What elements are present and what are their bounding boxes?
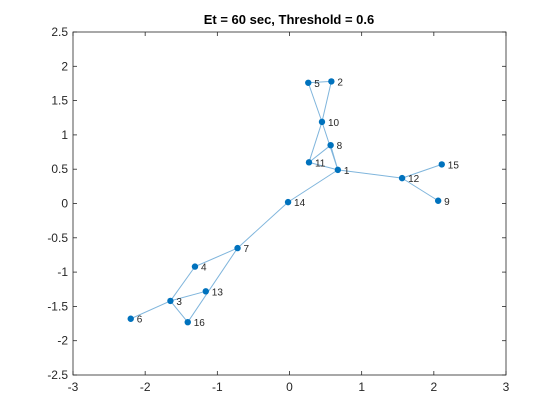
y-tick-label: 1.5 xyxy=(51,94,68,108)
node-15 xyxy=(438,161,445,168)
edge-14-7 xyxy=(237,201,289,249)
x-tick-label: 1 xyxy=(358,380,365,394)
node-label-9: 9 xyxy=(444,197,450,208)
x-tick-label: -2 xyxy=(140,380,151,394)
x-tick-label: -3 xyxy=(68,380,79,394)
node-label-3: 3 xyxy=(176,297,182,308)
node-5 xyxy=(305,79,312,86)
node-label-6: 6 xyxy=(137,315,143,326)
y-tick-label: -2.5 xyxy=(47,368,68,382)
y-tick-label: 0.5 xyxy=(51,162,68,176)
edge-11-8 xyxy=(308,144,331,163)
y-tick-label: -1 xyxy=(57,265,68,279)
node-label-1: 1 xyxy=(344,166,350,177)
x-axis: -3 -2 -1 0 1 2 3 xyxy=(68,32,510,394)
node-label-13: 13 xyxy=(212,287,224,298)
y-tick-label: 2.5 xyxy=(51,25,68,39)
edge-7-16 xyxy=(187,247,238,323)
edge-1-14 xyxy=(287,169,339,203)
node-1 xyxy=(334,166,342,174)
node-4 xyxy=(191,263,199,270)
node-label-8: 8 xyxy=(337,141,343,152)
node-label-11: 11 xyxy=(315,158,326,169)
y-tick-label: 1 xyxy=(61,128,68,142)
edge-2-10 xyxy=(321,81,332,122)
node-label-14: 14 xyxy=(294,198,306,209)
node-label-2: 2 xyxy=(337,77,343,88)
edge-8-1 xyxy=(330,145,339,171)
x-tick-label: 2 xyxy=(430,380,437,394)
edge-5-2 xyxy=(308,80,332,84)
edge-11-1 xyxy=(308,161,338,171)
y-tick-label: -2 xyxy=(57,334,68,348)
node-label-10: 10 xyxy=(328,118,340,129)
node-16 xyxy=(184,318,191,326)
node-11 xyxy=(305,159,313,166)
edge-3-13 xyxy=(170,290,206,302)
y-tick-label: 0 xyxy=(61,197,68,211)
node-13 xyxy=(202,288,209,295)
edge-10-11 xyxy=(308,121,323,163)
chart-title: Et = 60 sec, Threshold = 0.6 xyxy=(204,12,375,27)
node-7 xyxy=(234,244,241,252)
node-12 xyxy=(398,174,406,182)
node-label-15: 15 xyxy=(448,160,460,171)
node-10 xyxy=(318,118,326,126)
edge-12-15 xyxy=(401,163,442,179)
node-6 xyxy=(127,315,134,322)
y-tick-label: -1.5 xyxy=(47,299,68,313)
node-label-7: 7 xyxy=(244,244,250,255)
node-14 xyxy=(284,198,292,206)
nodes-layer xyxy=(127,78,445,326)
edge-3-6 xyxy=(130,300,171,320)
x-tick-label: -1 xyxy=(212,380,223,394)
edge-1-12 xyxy=(337,169,403,179)
y-tick-label: -0.5 xyxy=(47,231,68,245)
edge-5-10 xyxy=(307,82,323,123)
node-label-5: 5 xyxy=(314,79,320,90)
edge-7-4 xyxy=(194,247,238,268)
node-label-4: 4 xyxy=(201,263,207,274)
node-label-12: 12 xyxy=(408,174,420,185)
edge-12-9 xyxy=(401,177,439,202)
x-tick-label: 0 xyxy=(286,380,293,394)
node-3 xyxy=(167,297,174,305)
edges-layer xyxy=(130,80,442,323)
node-2 xyxy=(328,78,335,85)
x-tick-label: 3 xyxy=(503,380,510,394)
node-label-16: 16 xyxy=(194,318,206,329)
node-8 xyxy=(327,141,334,149)
node-9 xyxy=(434,197,442,204)
edge-3-16 xyxy=(170,300,189,323)
y-axis: -2.5 -2 -1.5 -1 -0.5 0 0.5 1 1.5 2 2.5 xyxy=(47,25,506,382)
edge-4-3 xyxy=(170,266,196,302)
y-tick-label: 2 xyxy=(61,59,68,73)
